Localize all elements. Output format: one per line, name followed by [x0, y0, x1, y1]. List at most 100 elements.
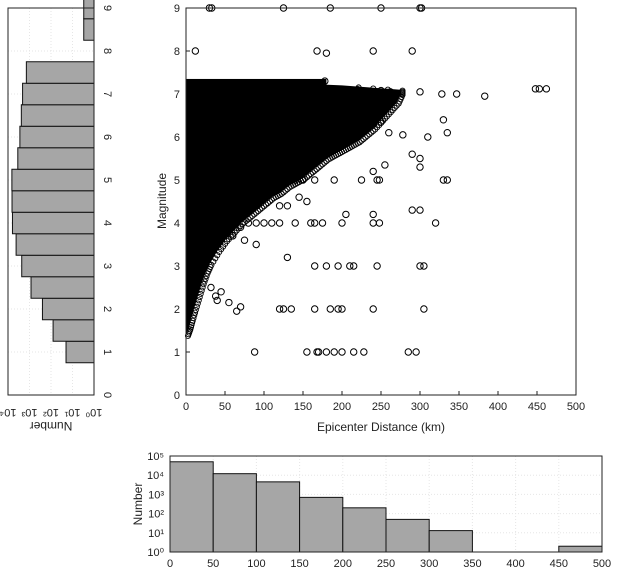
magnitude-histogram-x-axis-label: Number	[30, 419, 73, 433]
magnitude-histogram-bar	[20, 104, 95, 127]
scatter-point	[412, 348, 420, 356]
scatter-x-tick-label: 500	[567, 401, 585, 413]
scatter-point	[313, 47, 321, 55]
scatter-edge-marker	[264, 199, 272, 207]
scatter-edge-marker	[208, 261, 215, 268]
magnitude-histogram-x-ticks: 10⁰ 10¹ 10² 10³ 10⁴	[0, 406, 102, 418]
scatter-x-tick-label: 200	[333, 401, 351, 413]
scatter-point	[303, 348, 311, 356]
scatter-edge-marker	[251, 211, 258, 218]
scatter-point	[322, 49, 331, 57]
distance-histogram-bar	[342, 507, 387, 553]
magnitude-histogram-bar	[41, 297, 95, 321]
scatter-edge-marker	[362, 134, 369, 141]
distance-histogram-bars	[169, 461, 603, 553]
scatter-plot: 0 50 100 150 200 250 300 350 400 450 500 0 1 2 3 4 5 6 7 8…	[155, 3, 585, 434]
distance-histogram-bar	[169, 461, 214, 553]
scatter-edge-marker	[192, 306, 199, 314]
scatter-edge-marker	[317, 162, 324, 169]
scatter-point	[338, 219, 346, 227]
scatter-edge-marker	[257, 206, 264, 213]
scatter-point	[420, 262, 428, 270]
scatter-edge-marker	[212, 255, 219, 262]
scatter-point	[211, 292, 220, 300]
scatter-edge-marker	[366, 131, 373, 138]
scatter-x-tick-label: 450	[528, 401, 546, 413]
scatter-x-tick-label: 150	[294, 401, 312, 413]
scatter-point	[295, 193, 303, 201]
scatter-point	[260, 176, 268, 184]
scatter-point	[416, 154, 424, 163]
scatter-point	[416, 206, 424, 214]
magnitude-histogram-x-tick-label: 10³	[21, 406, 37, 418]
scatter-point	[240, 236, 249, 244]
scatter-point	[287, 305, 295, 313]
magnitude-histogram-bar	[25, 61, 95, 84]
scatter-y-tick-label: 5	[174, 175, 180, 187]
scatter-point	[311, 176, 319, 184]
distance-histogram-x-ticks: 0 50 100 150 200 250 300 350 400 450 500	[167, 558, 611, 570]
scatter-point	[217, 288, 225, 296]
distance-histogram-bar	[558, 545, 603, 553]
scatter-dense-region	[184, 78, 406, 339]
scatter-edge-marker	[198, 287, 205, 294]
magnitude-histogram-bar	[15, 233, 95, 256]
scatter-point	[386, 88, 395, 96]
scatter-x-tick-label: 300	[411, 401, 429, 413]
scatter-edge-marker	[307, 170, 314, 178]
scatter-point	[404, 348, 412, 356]
scatter-edge-marker	[189, 317, 196, 324]
scatter-edge-marker	[313, 166, 320, 173]
magnitude-histogram-y-tick-label: 4	[101, 220, 113, 226]
scatter-edge-marker	[266, 198, 273, 205]
scatter-edge-marker	[384, 86, 391, 93]
scatter-point	[291, 176, 299, 184]
scatter-point	[381, 161, 389, 169]
magnitude-histogram-frame	[7, 7, 95, 396]
distance-histogram-x-tick-label: 300	[420, 558, 438, 570]
scatter-edge-marker	[197, 290, 204, 297]
scatter-point	[408, 150, 416, 158]
scatter-y-tick-label: 2	[174, 304, 180, 316]
scatter-point	[322, 262, 331, 270]
scatter-point	[233, 307, 241, 315]
scatter-point	[334, 305, 342, 313]
scatter-edge-marker	[321, 159, 328, 166]
distance-histogram-y-axis-label: Number	[131, 483, 145, 526]
scatter-point	[408, 47, 416, 55]
scatter-point	[318, 219, 327, 227]
scatter-edge-marker	[282, 187, 289, 194]
scatter-edge-marker	[249, 212, 256, 219]
scatter-point	[531, 85, 540, 93]
scatter-point	[330, 348, 338, 356]
scatter-point	[334, 262, 342, 270]
scatter-edge-marker	[241, 219, 248, 226]
scatter-edge-marker	[195, 297, 202, 304]
scatter-point	[535, 85, 544, 93]
magnitude-histogram-y-tick-label: 7	[101, 91, 113, 97]
scatter-point	[229, 232, 237, 240]
scatter-point	[191, 47, 200, 55]
scatter-edge-marker	[280, 189, 287, 196]
scatter-point	[373, 262, 381, 270]
scatter-edge-marker	[200, 281, 207, 288]
scatter-edge-marker	[259, 204, 266, 211]
scatter-point	[236, 303, 245, 311]
magnitude-histogram-bar	[11, 190, 95, 213]
distance-histogram: 0 50 100 150 200 250 300 350 400 450 500 10⁰ 10¹ 10²…	[131, 451, 611, 570]
scatter-point	[314, 348, 323, 356]
scatter-x-tick-label: 350	[450, 401, 468, 413]
scatter-point	[439, 176, 448, 184]
magnitude-histogram-bar	[65, 340, 95, 364]
magnitude-histogram-bar	[83, 0, 95, 20]
scatter-point	[408, 206, 416, 214]
distance-histogram-x-tick-label: 150	[290, 558, 308, 570]
scatter-edge-marker	[191, 309, 199, 316]
magnitude-histogram-bar	[11, 211, 95, 235]
distance-histogram-y-tick-label: 10⁵	[147, 451, 164, 463]
scatter-point	[350, 348, 358, 356]
scatter-point	[369, 47, 377, 55]
scatter-point	[424, 133, 432, 141]
scatter-edge-marker	[255, 208, 262, 215]
